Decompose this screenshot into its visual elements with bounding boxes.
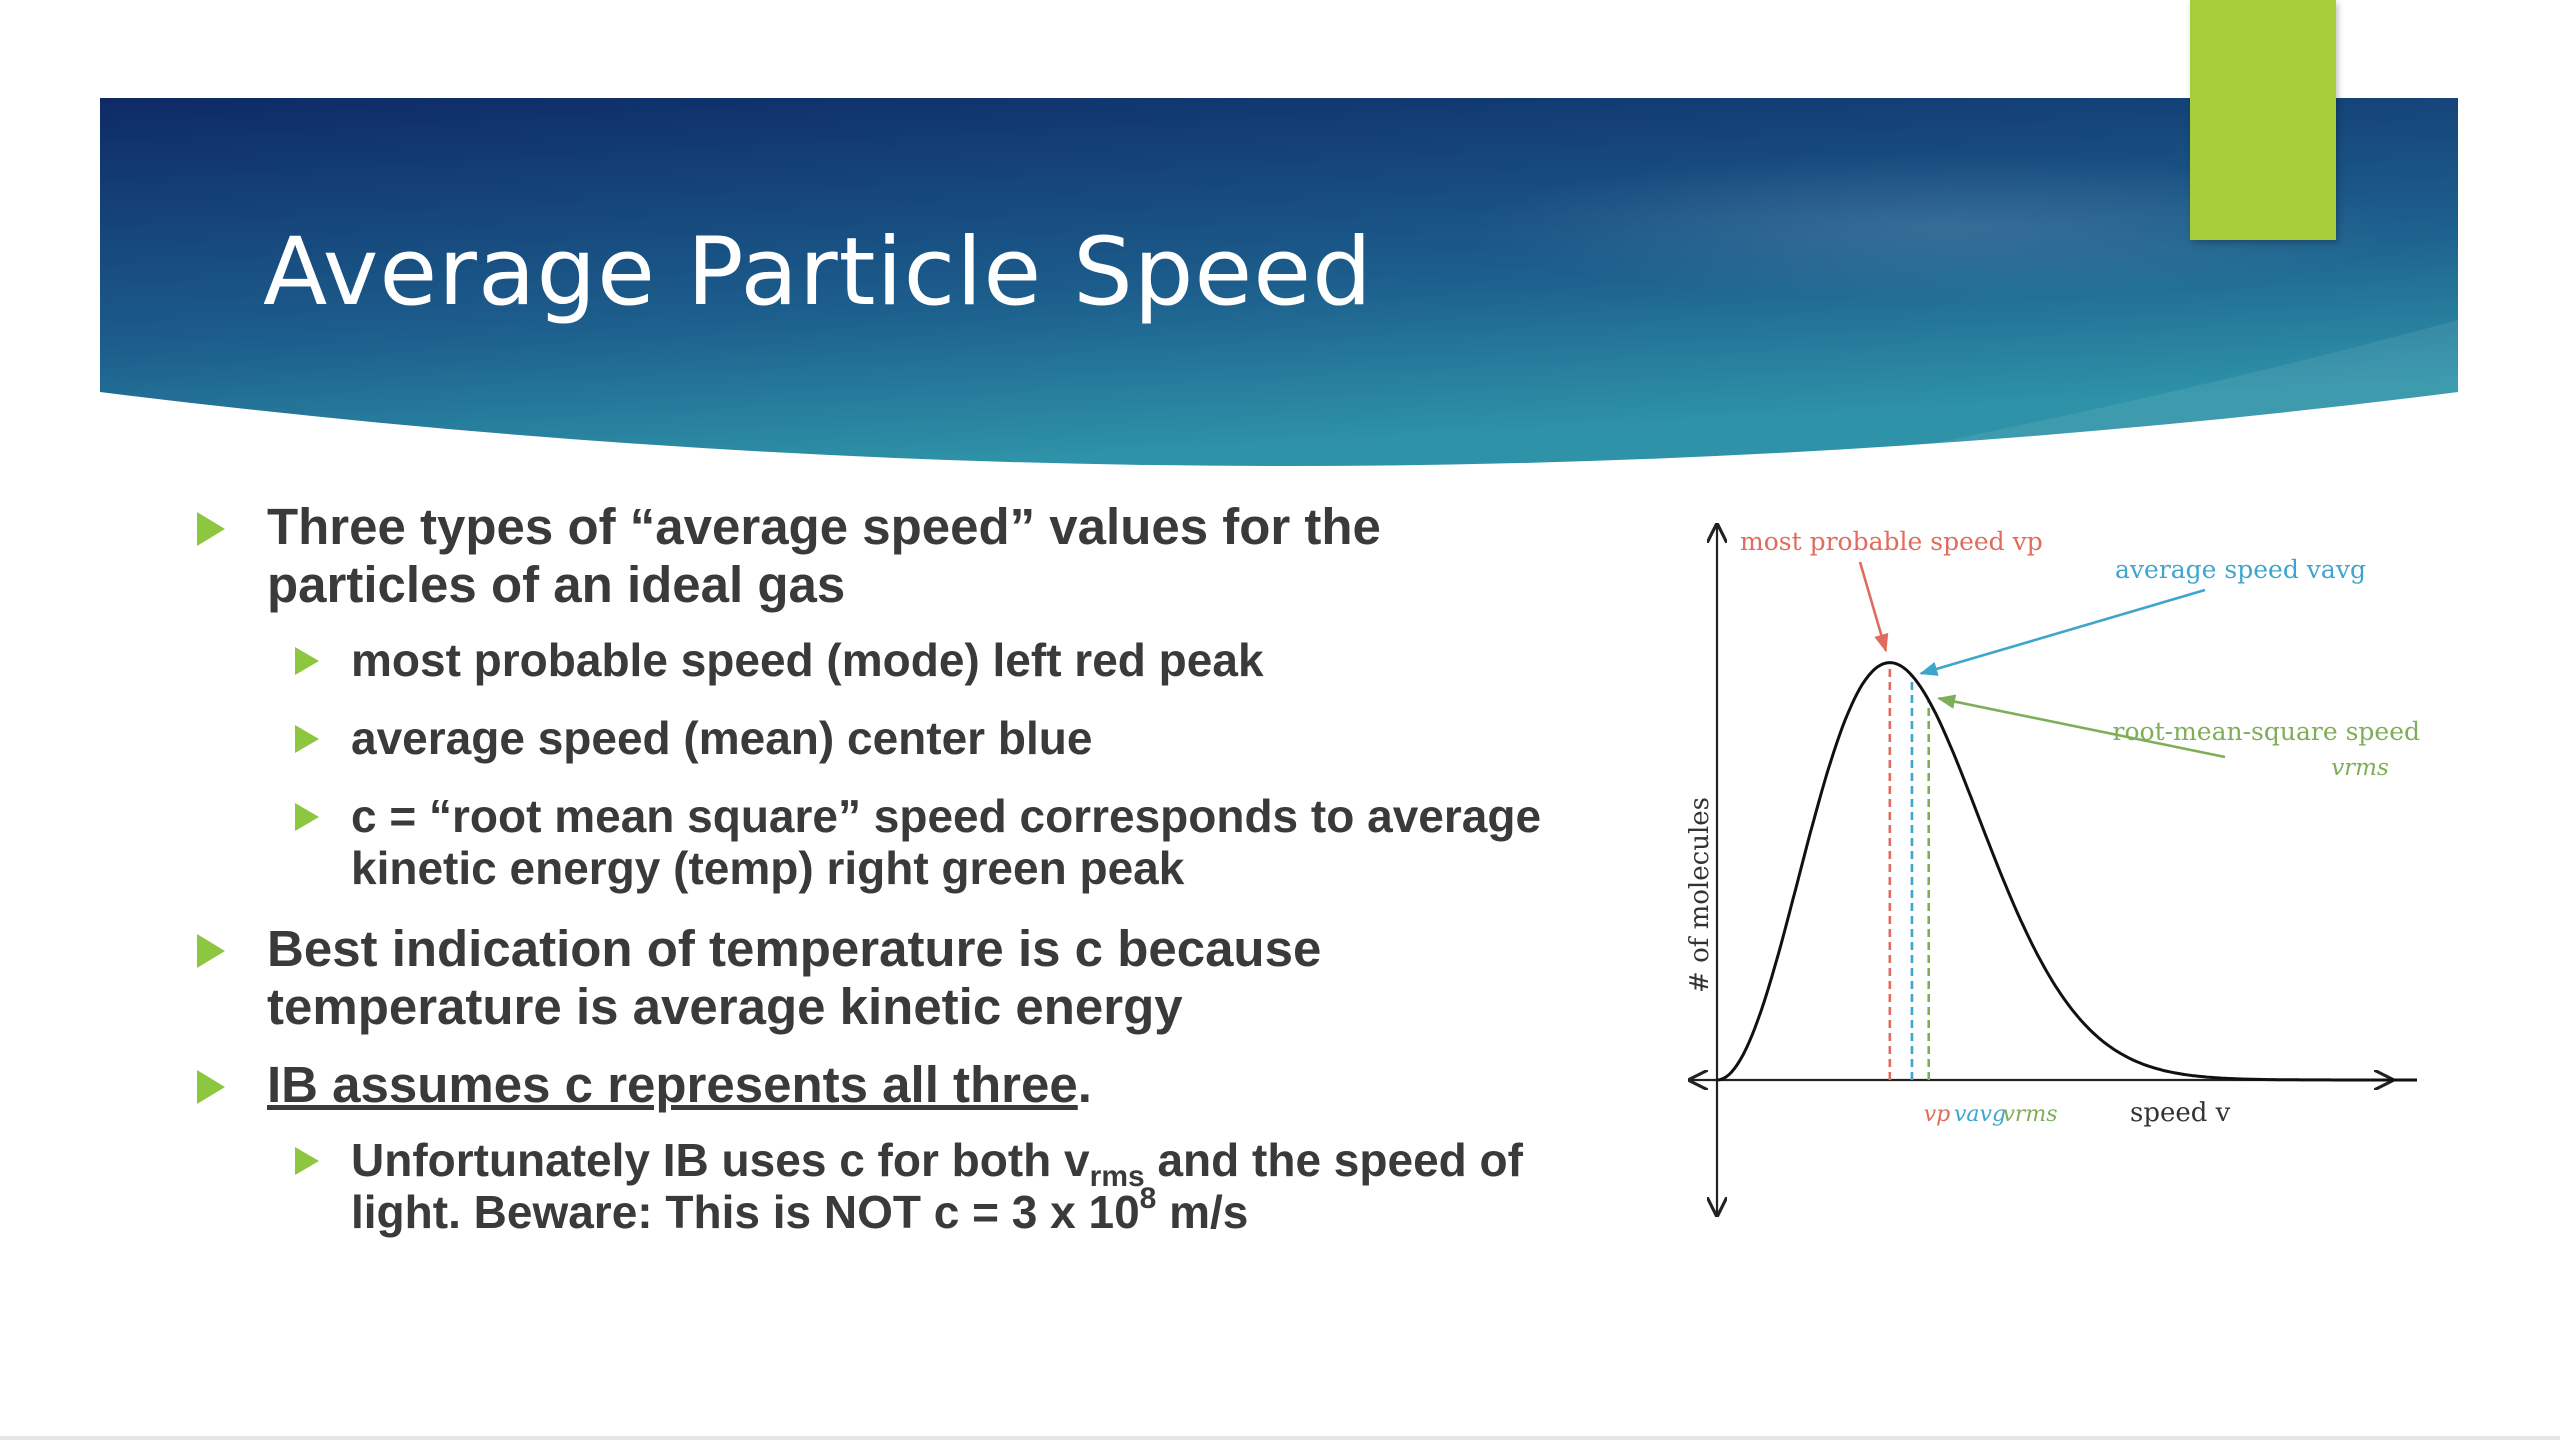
green-accent-tab [2190, 0, 2336, 240]
sub-bullet-text: and the speed of light. Beware: This is … [351, 1134, 1523, 1238]
bullet-item: IB assumes c represents all three. [195, 1056, 1595, 1114]
sub-bullet-item: Unfortunately IB uses c for both vrms an… [295, 1134, 1595, 1238]
sub-bullet-text: m/s [1156, 1186, 1249, 1238]
bullet-item: Three types of “average speed” values fo… [195, 498, 1595, 614]
annotation-most-probable: most probable speed vp [1740, 527, 2043, 556]
bullet-arrow-icon [197, 512, 225, 546]
annotation-average: average speed vavg [2115, 555, 2366, 584]
bullet-arrow-icon [295, 647, 319, 675]
vrms-tick-label: vrms [2002, 1102, 2057, 1127]
x-axis-label: speed v [2130, 1098, 2231, 1128]
vp-tick-label: vp [1924, 1102, 1951, 1127]
sub-bullet-item: most probable speed (mode) left red peak [295, 634, 1595, 686]
sub-bullet-item: c = “root mean square” speed corresponds… [295, 790, 1595, 894]
bullet-arrow-icon [197, 1070, 225, 1104]
callout-arrow-average [1919, 588, 2206, 676]
annotation-rms: root-mean-square speed [2113, 717, 2420, 746]
sub-bullet-text: average speed (mean) center blue [351, 712, 1093, 764]
bullet-arrow-icon [197, 934, 225, 968]
sub-bullet-text: Unfortunately IB uses c for both v [351, 1134, 1090, 1186]
bullet-text-period: . [1077, 1056, 1092, 1113]
callout-arrow-most-probable [1858, 561, 1889, 653]
bullet-item: Best indication of temperature is c beca… [195, 920, 1595, 1036]
bullet-arrow-icon [295, 1147, 319, 1175]
speed-distribution-chart: # of molecules speed v vp vavg vrms most… [1685, 510, 2420, 1230]
bullet-arrow-icon [295, 803, 319, 831]
distribution-curve [1716, 661, 2417, 1082]
y-axis-label: # of molecules [1685, 797, 1715, 993]
bullet-text-underlined: IB assumes c represents all three [267, 1056, 1078, 1113]
sub-bullet-text: most probable speed (mode) left red peak [351, 634, 1264, 686]
vavg-tick-label: vavg [1954, 1102, 2006, 1127]
bullet-arrow-icon [295, 725, 319, 753]
title-banner [100, 98, 2458, 466]
bullet-text: Best indication of temperature is c beca… [267, 920, 1322, 1035]
bullet-list: Three types of “average speed” values fo… [195, 498, 1595, 1264]
callout-arrow-rms [1936, 694, 2226, 759]
slide-bottom-edge [0, 1436, 2560, 1440]
slide-title: Average Particle Speed [263, 218, 1373, 327]
exponent-superscript: 8 [1139, 1182, 1157, 1215]
bullet-text: Three types of “average speed” values fo… [267, 498, 1381, 613]
sub-bullet-item: average speed (mean) center blue [295, 712, 1595, 764]
sub-bullet-text: c = “root mean square” speed corresponds… [351, 790, 1542, 894]
annotation-rms-symbol: vrms [2331, 755, 2389, 781]
